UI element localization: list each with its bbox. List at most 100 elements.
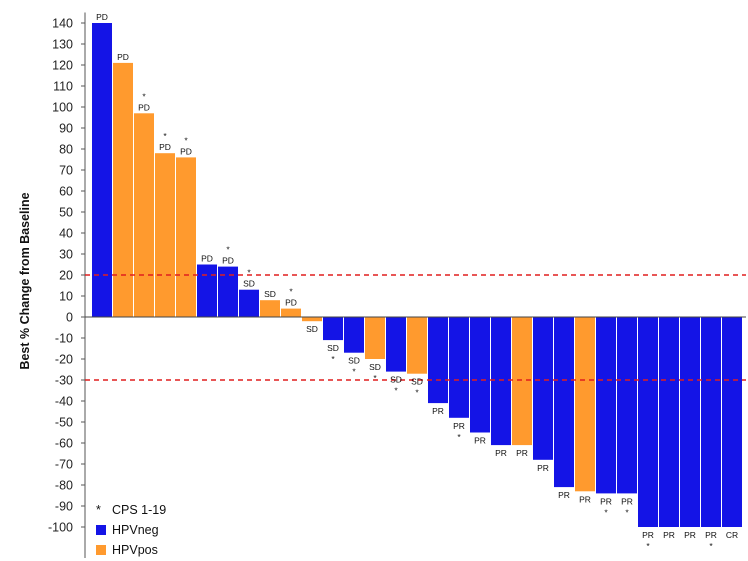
bar — [218, 266, 238, 317]
bar — [596, 317, 616, 494]
response-label: PD — [117, 52, 129, 62]
response-label: PR — [474, 436, 486, 446]
response-label: PR — [432, 406, 444, 416]
y-tick-label: -60 — [55, 437, 73, 451]
legend: * CPS 1-19 HPVneg HPVpos — [96, 503, 166, 557]
y-tick-label: 30 — [59, 248, 73, 262]
bar — [344, 317, 364, 353]
response-label: SD — [264, 289, 276, 299]
y-axis: 1401301201101009080706050403020100-10-20… — [48, 12, 86, 558]
bar — [281, 308, 301, 317]
bars-group — [85, 23, 746, 527]
response-label: PD — [159, 142, 171, 152]
response-label: PR — [705, 530, 717, 540]
response-label: PR — [642, 530, 654, 540]
y-tick-label: 0 — [66, 311, 73, 325]
cps-star-marker: * — [394, 386, 398, 396]
cps-star-marker: * — [184, 135, 188, 145]
response-label: SD — [243, 279, 255, 289]
response-label: PR — [621, 496, 633, 506]
y-tick-label: -30 — [55, 374, 73, 388]
y-tick-label: 50 — [59, 206, 73, 220]
bar — [197, 264, 217, 317]
response-label: PD — [96, 12, 108, 22]
y-tick-label: -70 — [55, 458, 73, 472]
response-label: PD — [180, 146, 192, 156]
y-tick-label: -40 — [55, 395, 73, 409]
response-label: PR — [453, 421, 465, 431]
y-tick-label: -10 — [55, 332, 73, 346]
response-label: SD — [327, 343, 339, 353]
bar — [449, 317, 469, 418]
bar — [701, 317, 721, 527]
bar — [260, 300, 280, 317]
bar — [617, 317, 637, 494]
response-label: PR — [684, 530, 696, 540]
cps-star-marker: * — [352, 367, 356, 377]
bar — [323, 317, 343, 341]
legend-label: HPVneg — [112, 523, 159, 537]
bar — [491, 317, 511, 446]
bar — [638, 317, 658, 527]
y-tick-label: 20 — [59, 269, 73, 283]
response-label: SD — [411, 377, 423, 387]
bar — [554, 317, 574, 488]
response-label: PR — [579, 494, 591, 504]
response-label: PD — [201, 254, 213, 264]
bar — [512, 317, 532, 446]
cps-star-marker: * — [163, 131, 167, 141]
legend-label: HPVpos — [112, 543, 158, 557]
cps-star-marker: * — [247, 268, 251, 278]
y-axis-label: Best % Change from Baseline — [18, 192, 32, 369]
bar — [470, 317, 490, 433]
cps-star-marker: * — [709, 541, 713, 551]
response-label: SD — [348, 356, 360, 366]
y-tick-label: -80 — [55, 479, 73, 493]
bar — [533, 317, 553, 460]
cps-star-marker: * — [226, 245, 230, 255]
cps-star-marker: * — [373, 373, 377, 383]
response-label: SD — [306, 324, 318, 334]
bar — [239, 289, 259, 317]
y-tick-label: 100 — [52, 101, 73, 115]
legend-label: CPS 1-19 — [112, 503, 166, 517]
y-tick-label: -50 — [55, 416, 73, 430]
cps-star-marker: * — [415, 388, 419, 398]
bar — [722, 317, 742, 527]
response-label: SD — [369, 362, 381, 372]
reference-lines — [85, 274, 746, 381]
response-label: PR — [600, 496, 612, 506]
cps-star-marker: * — [142, 91, 146, 101]
response-label: PR — [516, 448, 528, 458]
bar — [134, 113, 154, 317]
cps-star-marker: * — [457, 432, 461, 442]
response-label: PR — [537, 463, 549, 473]
y-tick-label: 90 — [59, 122, 73, 136]
bar — [407, 317, 427, 374]
response-label: PR — [495, 448, 507, 458]
cps-star-marker: * — [331, 354, 335, 364]
bar — [659, 317, 679, 527]
y-tick-label: 60 — [59, 185, 73, 199]
cps-star-marker: * — [625, 507, 629, 517]
response-label: PR — [663, 530, 675, 540]
response-label: PD — [285, 298, 297, 308]
response-label: PD — [222, 256, 234, 266]
y-tick-label: -90 — [55, 500, 73, 514]
bar — [365, 317, 385, 359]
bar — [113, 62, 133, 318]
y-tick-label: -100 — [48, 521, 73, 535]
legend-star-marker: * — [96, 503, 101, 517]
y-tick-label: 80 — [59, 143, 73, 157]
y-tick-label: 140 — [52, 17, 73, 31]
bar — [428, 317, 448, 404]
response-label: CR — [726, 530, 738, 540]
response-label: PD — [138, 102, 150, 112]
y-tick-label: 130 — [52, 38, 73, 52]
legend-swatch — [96, 545, 106, 555]
cps-star-marker: * — [646, 541, 650, 551]
response-label: SD — [390, 375, 402, 385]
y-tick-label: 110 — [53, 80, 73, 94]
cps-star-marker: * — [604, 507, 608, 517]
